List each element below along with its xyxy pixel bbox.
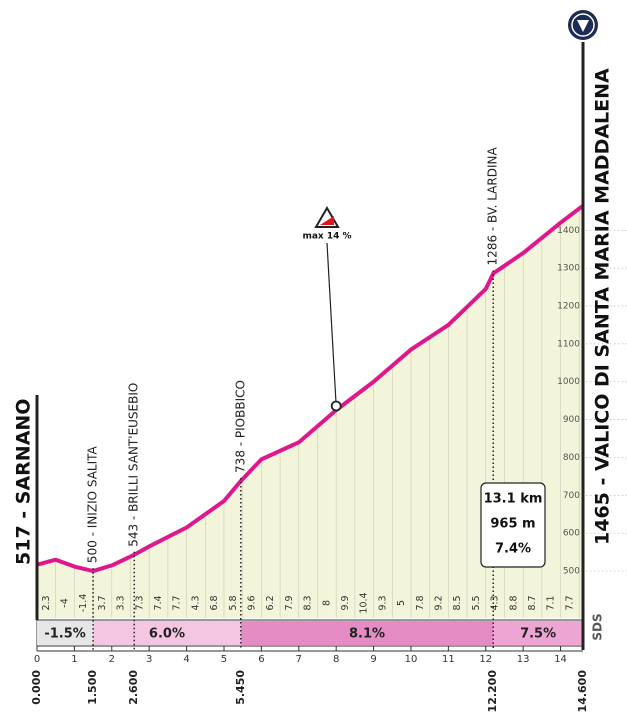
gradient-label: 5.5 — [471, 595, 482, 610]
x-tick-label: 4 — [183, 654, 189, 665]
source-label: SDS — [591, 613, 605, 640]
y-tick-label: 600 — [563, 529, 580, 539]
finish-label: 1465 - VALICO DI SANTA MARIA MADDALENA — [592, 68, 614, 545]
km-mark-label: 0.000 — [30, 670, 43, 705]
gradient-label: 7.7 — [564, 595, 575, 610]
y-tick-label: 700 — [563, 491, 580, 501]
gradient-label: 7.3 — [134, 595, 145, 610]
x-tick-label: 6 — [258, 654, 264, 665]
x-tick-label: 2 — [109, 654, 115, 665]
gradient-label: 5 — [396, 600, 407, 606]
max-point — [330, 400, 342, 412]
gradient-label: 9.3 — [377, 595, 388, 610]
gradient-label: 9.6 — [247, 595, 258, 610]
y-tick-label: 1000 — [557, 377, 580, 387]
gradient-label: 7.9 — [284, 595, 295, 610]
x-tick-label: 5 — [221, 654, 227, 665]
y-tick-label: 1400 — [557, 226, 580, 236]
gradient-label: 8.3 — [303, 595, 314, 610]
section — [493, 621, 583, 645]
y-tick-label: 1100 — [557, 339, 580, 349]
gradient-label: 7.7 — [172, 595, 183, 610]
summary-text: 7.4% — [495, 542, 531, 557]
y-tick-label: 1200 — [557, 302, 580, 312]
annotation-label: 543 - BRILLI SANT'EUSEBIO — [127, 383, 141, 547]
annotation-label: 500 - INIZIO SALITA — [86, 445, 100, 563]
gradient-label: 7.4 — [153, 595, 164, 610]
gradient-label: -4 — [60, 598, 71, 607]
gradient-label: 6.2 — [265, 595, 276, 610]
gradient-label: -1.4 — [78, 594, 89, 613]
profile-area — [37, 205, 583, 618]
section-label: -1.5% — [44, 627, 85, 642]
x-tick-label: 14 — [554, 654, 567, 665]
profile-line — [36, 204, 585, 574]
gradient-label: 3.3 — [116, 595, 127, 610]
gradient-label: 7.8 — [415, 595, 426, 610]
gradient-label: 6.8 — [209, 595, 220, 610]
x-tick-label: 12 — [479, 654, 492, 665]
gradient-label: 8.7 — [527, 595, 538, 610]
gradient-label: 2.3 — [41, 595, 52, 610]
section-label: 6.0% — [149, 627, 185, 642]
x-tick-label: 1 — [71, 654, 77, 665]
summary-box — [480, 482, 546, 568]
x-tick-label: 10 — [405, 654, 418, 665]
y-tick-label: 1300 — [557, 264, 580, 274]
gradient-label: 4.3 — [190, 595, 201, 610]
km-mark-label: 5.450 — [234, 670, 247, 705]
gradient-label: 7.1 — [546, 595, 557, 610]
summary-text: 13.1 km — [484, 492, 543, 507]
section-label: 7.5% — [520, 627, 556, 642]
gradient-label: 9.2 — [434, 595, 445, 610]
gradient-label: 10.4 — [359, 592, 370, 613]
gradient-label: 8 — [321, 600, 332, 606]
section — [240, 621, 494, 645]
max-line — [326, 242, 337, 407]
x-tick-label: 11 — [442, 654, 455, 665]
km-mark-label: 2.600 — [127, 670, 140, 705]
annotation-label: 1286 - BV. LARDINA — [486, 147, 500, 266]
gradient-label: 8.5 — [452, 595, 463, 610]
max-label: max 14 % — [302, 232, 351, 242]
y-tick-label: 800 — [563, 453, 580, 463]
gradient-label: 9.9 — [340, 595, 351, 610]
gradient-label: 8.8 — [508, 595, 519, 610]
section — [93, 621, 241, 645]
max-icon-slope — [320, 216, 334, 225]
gradient-label: 4.3 — [490, 595, 501, 610]
y-tick-label: 500 — [563, 567, 580, 577]
gradient-label: 3.7 — [97, 595, 108, 610]
gradient-label: 5.8 — [228, 595, 239, 610]
km-mark-label: 12.200 — [486, 670, 499, 713]
x-tick-label: 7 — [296, 654, 302, 665]
section-label: 8.1% — [349, 627, 385, 642]
km-mark-label: 1.500 — [86, 670, 99, 705]
annotation-label: 738 - PIOBBICO — [233, 380, 247, 473]
start-label: 517 - SARNANO — [13, 399, 35, 565]
x-tick-label: 9 — [370, 654, 376, 665]
km-mark-label: 14.600 — [576, 670, 589, 713]
y-tick-label: 900 — [563, 415, 580, 425]
x-tick-label: 13 — [517, 654, 530, 665]
logo — [568, 10, 598, 40]
x-tick-label: 8 — [333, 654, 339, 665]
x-tick-label: 0 — [34, 654, 40, 665]
x-tick-label: 3 — [146, 654, 152, 665]
summary-text: 965 m — [490, 517, 535, 532]
section — [37, 621, 94, 645]
